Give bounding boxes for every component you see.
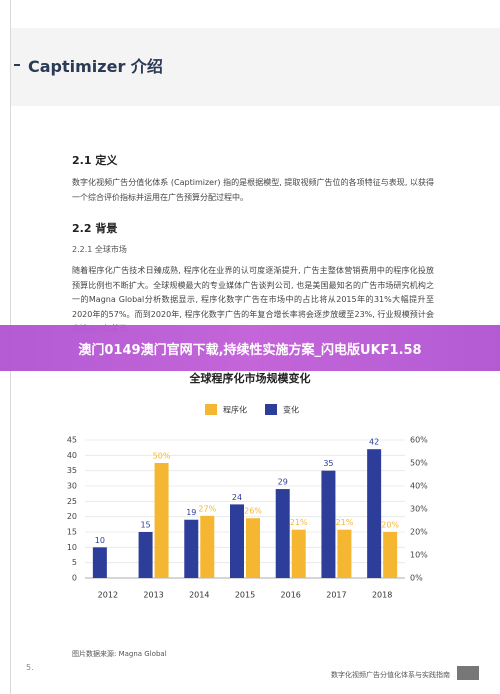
bar [367, 449, 382, 578]
y-tick-label: 40 [67, 451, 77, 460]
x-tick-label: 2013 [143, 591, 163, 600]
header-band [11, 28, 500, 106]
y-tick-label: 20 [67, 512, 77, 521]
y-tick-label: 15 [67, 528, 77, 537]
footer-logo [457, 666, 479, 680]
data-label: 42 [369, 438, 379, 447]
data-label: 21% [336, 518, 354, 527]
banner: 澳门0149澳门官网下载,持续性实施方案_闪电版UKF1.58 [0, 325, 500, 371]
bar [321, 470, 336, 578]
chart-source: 图片数据来源: Magna Global [72, 650, 167, 658]
bar [184, 519, 199, 578]
y-tick-label: 5 [72, 558, 77, 567]
y-tick-label: 30 [67, 482, 77, 491]
data-label: 21% [290, 518, 308, 527]
legend-swatch [265, 404, 277, 415]
section-text: 数字化视频广告分值化体系 (Captimizer) 指的是根据模型, 提取视频广… [72, 178, 434, 202]
x-tick-label: 2018 [372, 591, 392, 600]
x-tick-label: 2014 [189, 591, 209, 600]
section-heading: 2.1 定义 [72, 154, 118, 167]
data-label: 50% [153, 452, 171, 461]
chart: 全球程序化市场规模变化 0 5 10 15 20 25 30 35 40 45 0% 10% 20% 30… [67, 371, 428, 600]
page-number: 5. [26, 663, 34, 672]
legend-swatch [205, 404, 217, 415]
subheading: 2.2.1 全球市场 [72, 245, 127, 254]
bar [337, 529, 352, 578]
bar [230, 504, 244, 578]
data-label: 35 [323, 459, 333, 468]
bar [200, 515, 215, 578]
header-mark [14, 64, 20, 66]
x-tick-label: 2015 [235, 591, 255, 600]
x-tick-label: 2016 [281, 591, 301, 600]
y-tick-label: 25 [67, 497, 77, 506]
data-label: 10 [95, 536, 105, 545]
legend-label: 变化 [283, 405, 299, 415]
section-heading: 2.2 背景 [72, 222, 118, 235]
chart-title: 全球程序化市场规模变化 [189, 371, 311, 385]
y2-tick-label: 20% [410, 528, 428, 537]
data-label: 26% [244, 507, 262, 516]
banner-text: 澳门0149澳门官网下载,持续性实施方案_闪电版UKF1.58 [78, 342, 422, 358]
x-tick-label: 2017 [326, 591, 346, 600]
y-tick-label: 35 [67, 466, 77, 475]
y-tick-label: 45 [67, 436, 77, 445]
data-label: 20% [381, 521, 399, 530]
data-label: 24 [232, 493, 242, 502]
y2-tick-label: 40% [410, 482, 428, 491]
y2-tick-label: 50% [410, 459, 428, 468]
bar [275, 489, 290, 578]
header-title: Captimizer 介绍 [28, 57, 163, 76]
y2-tick-label: 0% [410, 574, 423, 583]
bar [291, 529, 306, 578]
x-tick-label: 2012 [98, 591, 118, 600]
data-label: 15 [140, 521, 150, 530]
y-tick-label: 0 [72, 574, 77, 583]
bar [154, 463, 169, 578]
bar [246, 518, 260, 578]
bar [92, 547, 107, 578]
bar [383, 532, 398, 578]
footer-title: 数字化视频广告分值化体系与实践指南 [331, 671, 450, 679]
bar [138, 532, 153, 578]
y-tick-label: 10 [67, 543, 77, 552]
data-label: 19 [186, 508, 196, 517]
legend-label: 程序化 [223, 405, 247, 415]
y2-tick-label: 30% [410, 505, 428, 514]
y2-tick-label: 60% [410, 436, 428, 445]
y2-tick-label: 10% [410, 551, 428, 560]
data-label: 27% [198, 504, 216, 513]
data-label: 29 [278, 478, 288, 487]
